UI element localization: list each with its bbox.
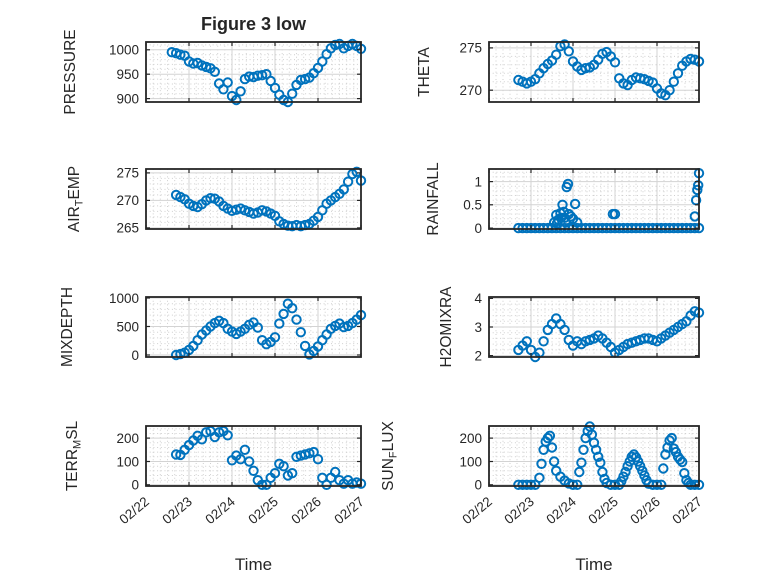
ytick-label: 265 <box>116 221 139 236</box>
grid-major <box>489 297 699 357</box>
xtick-label: 02/26 <box>288 494 324 527</box>
figure-title: Figure 3 low <box>201 14 307 34</box>
xtick-label: 02/23 <box>501 494 537 527</box>
ytick-label: 200 <box>459 431 482 446</box>
ylabel-AIR_TEMP: AIRTEMP <box>66 166 86 232</box>
data-series <box>513 39 705 101</box>
ytick-label: 275 <box>116 166 139 181</box>
xtick-label: 02/25 <box>585 494 621 527</box>
data-series <box>170 298 367 361</box>
ytick-label: 200 <box>116 431 139 446</box>
axis-ticks <box>145 426 362 486</box>
axis-ticks <box>488 169 700 229</box>
axes-box <box>145 425 362 487</box>
ytick-label: 950 <box>116 67 139 82</box>
ytick-label: 0 <box>131 348 139 363</box>
data-series <box>166 38 367 108</box>
ytick-label: 1 <box>474 174 482 189</box>
subplot-SUN_FLUX: 0 100 200 SUNFLUX 02/22 02/23 02/24 02/25 02/26 0… <box>380 421 705 574</box>
xtick-label: 02/27 <box>669 494 705 527</box>
xaxis-label: Time <box>575 555 612 574</box>
ytick-label: 0 <box>474 221 482 236</box>
ytick-label: 4 <box>474 291 482 306</box>
xtick-label: 02/25 <box>245 494 281 527</box>
axes-box <box>145 41 362 103</box>
axis-ticks <box>488 297 700 357</box>
xtick-label: 02/22 <box>116 494 152 527</box>
axes-box <box>488 168 700 230</box>
subplot-AIR_TEMP: 265 270 275 AIRTEMP <box>66 166 367 236</box>
ylabel-H2OMIXRA: H2OMIXRA <box>438 286 455 368</box>
ytick-label: 270 <box>116 193 139 208</box>
ytick-label: 1000 <box>109 43 139 58</box>
subplot-MIXDEPTH: 0 500 1000 MIXDEPTH <box>59 287 367 367</box>
ytick-label: 0 <box>474 478 482 493</box>
ytick-label: 100 <box>116 454 139 469</box>
subplot-H2OMIXRA: 2 3 4 H2OMIXRA <box>438 286 705 368</box>
xtick-label: 02/22 <box>459 494 495 527</box>
ytick-label: 3 <box>474 320 482 335</box>
ytick-label: 900 <box>116 91 139 106</box>
ytick-label: 500 <box>116 319 139 334</box>
ylabel-TERR_MSL: TERRMSL <box>64 420 84 491</box>
ytick-label: 100 <box>459 454 482 469</box>
ylabel-RAINFALL: RAINFALL <box>425 162 442 236</box>
grid-minor <box>489 42 699 102</box>
ylabel-SUN_FLUX: SUNFLUX <box>380 421 400 491</box>
ylabel-THETA: THETA <box>416 47 433 97</box>
subplot-RAINFALL: 0 0.5 1 RAINFALL <box>425 162 705 236</box>
ytick-label: 2 <box>474 348 482 363</box>
ytick-label: 1000 <box>109 291 139 306</box>
data-series <box>170 166 367 232</box>
ytick-label: 0.5 <box>463 198 482 213</box>
xtick-label: 02/24 <box>202 494 238 528</box>
ytick-label: 275 <box>459 41 482 56</box>
subplot-TERR_MSL: 0 100 200 TERRMSL 02/22 02/23 02/24 02/25 02/26 0… <box>64 420 367 574</box>
ylabel-MIXDEPTH: MIXDEPTH <box>59 287 76 367</box>
axes-box <box>145 168 362 230</box>
axes-box <box>488 41 700 103</box>
xtick-label: 02/26 <box>627 494 663 527</box>
axis-ticks <box>145 297 362 357</box>
ylabel-PRESSURE: PRESSURE <box>62 29 79 114</box>
axes-box <box>488 425 700 487</box>
axis-ticks <box>145 42 362 102</box>
ytick-label: 270 <box>459 83 482 98</box>
xtick-label: 02/27 <box>331 494 367 527</box>
subplot-PRESSURE: 900 950 1000 PRESSURE Figure 3 low <box>62 14 367 115</box>
axis-ticks <box>488 426 700 486</box>
ytick-label: 0 <box>131 478 139 493</box>
xtick-label: 02/24 <box>543 494 579 528</box>
subplot-THETA: 270 275 THETA <box>416 39 705 103</box>
xaxis-label: Time <box>235 555 272 574</box>
axis-ticks <box>488 42 700 102</box>
axis-ticks <box>145 169 362 229</box>
xtick-label: 02/23 <box>159 494 195 527</box>
data-series <box>170 425 367 490</box>
